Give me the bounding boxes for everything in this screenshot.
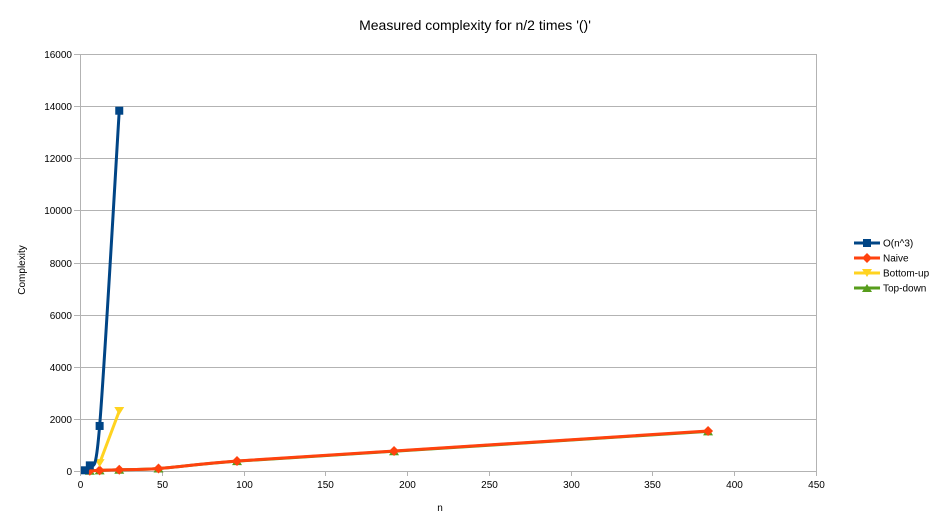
legend: O(n^3) Naive Bottom-up Top-down: [854, 239, 930, 295]
legend-item: Bottom-up: [854, 269, 930, 280]
x-tick-label: 50: [157, 480, 169, 491]
y-tick-label: 2000: [50, 415, 73, 426]
legend-marker: [862, 284, 872, 292]
legend-item: O(n^3): [854, 239, 913, 250]
x-tick-label: 0: [78, 480, 84, 491]
legend-marker: [862, 269, 872, 277]
legend-marker: [863, 239, 871, 247]
y-tick-label: 8000: [50, 259, 73, 270]
legend-label: O(n^3): [883, 239, 913, 250]
data-point: [80, 466, 89, 475]
data-point: [115, 106, 124, 115]
plot-area-border: [80, 54, 817, 472]
grid-lines: [80, 54, 816, 472]
x-tick-label: 350: [644, 480, 661, 491]
legend-label: Top-down: [883, 284, 926, 295]
data-point: [85, 461, 94, 470]
series-line: [89, 429, 709, 473]
x-tick-label: 100: [236, 480, 253, 491]
x-axis-label: n: [437, 503, 443, 514]
legend-marker: [862, 253, 872, 263]
chart-title: Measured complexity for n/2 times '()': [359, 17, 591, 33]
y-tick-label: 4000: [50, 363, 73, 374]
series-bottom-up: [94, 407, 125, 468]
data-point: [95, 421, 104, 430]
legend-item: Naive: [854, 253, 909, 265]
series-naive: [84, 425, 714, 476]
y-axis-label: Complexity: [17, 245, 28, 294]
data-point: [703, 425, 714, 436]
data-point: [114, 407, 125, 416]
series-layer: [80, 106, 714, 476]
x-tick-label: 250: [481, 480, 498, 491]
legend-label: Naive: [883, 254, 909, 265]
legend-item: Top-down: [854, 284, 926, 295]
y-tick-label: 0: [66, 467, 72, 478]
data-point: [389, 446, 400, 457]
data-point: [232, 456, 243, 467]
series-o-n-3-: [80, 106, 124, 475]
data-point: [153, 463, 164, 474]
y-tick-label: 14000: [44, 102, 72, 113]
legend-label: Bottom-up: [883, 269, 930, 280]
data-point: [94, 465, 105, 476]
y-tick-label: 16000: [44, 50, 72, 61]
x-tick-label: 300: [563, 480, 580, 491]
y-tick-label: 10000: [44, 206, 72, 217]
x-tick-label: 400: [726, 480, 743, 491]
data-point: [94, 459, 105, 468]
series-line: [83, 110, 121, 472]
y-tick-label: 12000: [44, 154, 72, 165]
x-axis-ticks: 0 50 100 150 200 250 300 350 400 450: [78, 471, 825, 491]
data-point: [114, 464, 125, 475]
x-tick-label: 450: [808, 480, 825, 491]
y-tick-label: 6000: [50, 311, 73, 322]
x-tick-label: 200: [399, 480, 416, 491]
x-tick-label: 150: [317, 480, 334, 491]
y-axis-ticks: 0 2000 4000 6000 8000 10000 12000 14000 16000: [44, 50, 80, 478]
series-line: [98, 410, 121, 464]
